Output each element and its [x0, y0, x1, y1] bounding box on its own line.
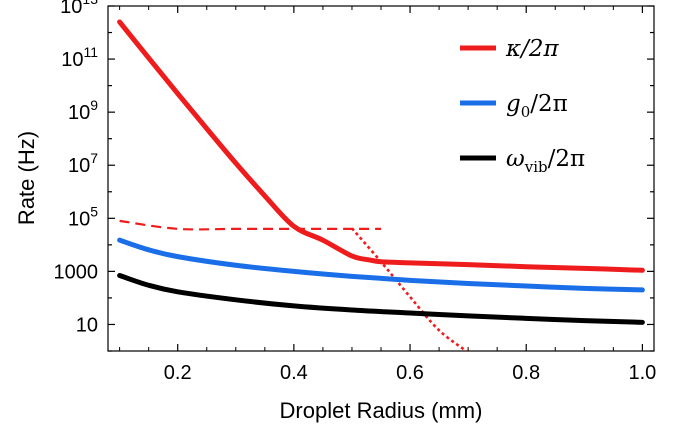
x-tick-label-1: 0.4 [280, 362, 308, 384]
y-tick-label-3: 107 [68, 150, 98, 177]
series-line-0 [117, 19, 645, 273]
series-line-2 [350, 227, 469, 351]
legend: κ/2π g0/2π ωvib/2π [460, 36, 585, 176]
legend-label-0: κ/2π [505, 36, 559, 62]
series-layer [117, 19, 645, 351]
y-tick-label-6: 1013 [60, 0, 98, 18]
y-tick-label-2: 105 [68, 203, 98, 230]
y-tick-label-5: 1011 [61, 44, 98, 71]
legend-label-1: g0/2π [506, 91, 568, 121]
series-line-1 [119, 219, 381, 231]
series-line-3 [117, 237, 645, 293]
x-axis-label: Droplet Radius (mm) [280, 398, 483, 423]
x-ticks: 0.2 0.4 0.6 0.8 1.0 [119, 6, 656, 384]
series-line-4 [117, 273, 645, 325]
x-tick-label-0: 0.2 [164, 362, 192, 384]
y-tick-label-4: 109 [68, 97, 98, 124]
x-tick-label-4: 1.0 [628, 362, 656, 384]
x-tick-label-3: 0.8 [512, 362, 540, 384]
y-ticks: 10 1000 105 107 109 1011 1013 [54, 0, 654, 352]
legend-label-2: ωvib/2π [506, 146, 585, 176]
plot-frame [107, 5, 655, 352]
y-axis-label: Rate (Hz) [14, 131, 39, 225]
x-tick-label-2: 0.6 [396, 362, 424, 384]
y-tick-label-1: 1000 [54, 261, 99, 283]
y-tick-label-0: 10 [76, 314, 98, 336]
